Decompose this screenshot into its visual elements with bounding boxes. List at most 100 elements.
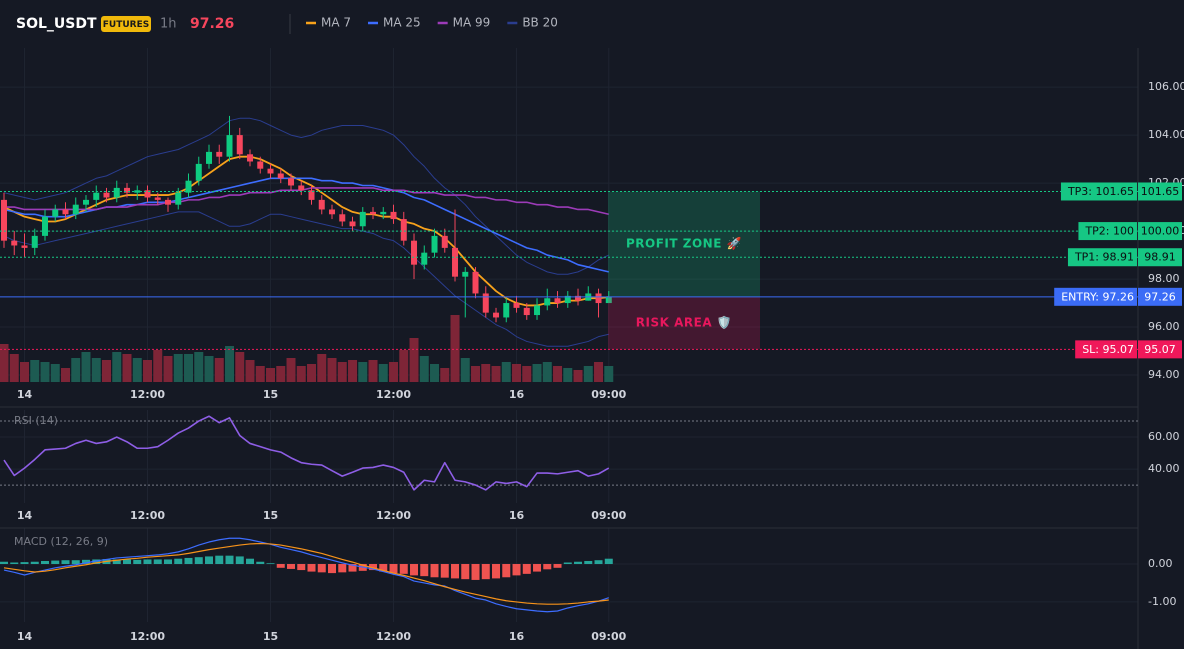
volume-bar [286, 358, 296, 382]
candle-body [247, 154, 254, 162]
volume-bar [225, 346, 235, 382]
candle-body [482, 293, 489, 313]
macd-histogram-bar [0, 561, 8, 565]
candle-body [21, 245, 28, 248]
y-tick-label: 104.00 [1148, 128, 1184, 141]
candle-body [431, 235, 438, 253]
volume-bar [327, 358, 337, 382]
level-label-tag [1054, 287, 1137, 306]
zone-label: PROFIT ZONE 🚀 [626, 237, 742, 251]
volume-bar [594, 362, 604, 382]
candle-body [349, 221, 356, 227]
volume-bar [317, 354, 327, 382]
candle-body [472, 271, 479, 294]
level-tag [1138, 248, 1182, 267]
macd-histogram-bar [512, 564, 521, 576]
x-tick-label: 12:00 [130, 509, 165, 522]
level-label: TP1: 98.91 [1074, 251, 1134, 264]
volume-bar [532, 364, 542, 382]
macd-histogram-bar [71, 560, 80, 565]
volume-bar [102, 360, 112, 382]
candle-body [113, 187, 120, 198]
volume-bar [173, 354, 183, 382]
candle-body [93, 192, 100, 200]
macd-histogram-bar [481, 564, 490, 580]
volume-bar [81, 352, 91, 382]
macd-histogram-bar [61, 560, 70, 565]
y-tick-label: 106.00 [1148, 80, 1184, 93]
macd-histogram-bar [492, 564, 501, 579]
level-label: SL: 95.07 [1082, 343, 1134, 356]
candle-body [339, 214, 346, 222]
legend-label: MA 7 [321, 16, 351, 30]
candle-body [318, 199, 325, 210]
candle-body [329, 209, 336, 215]
macd-line [3, 537, 609, 613]
candle-body [605, 296, 612, 304]
candle-body [390, 211, 397, 220]
candle-body [175, 192, 182, 205]
moving-average [3, 155, 609, 307]
macd-histogram-bar [410, 564, 419, 576]
volume-bar [184, 354, 194, 382]
level-tag [1138, 287, 1182, 306]
legend: MA 7 MA 25 MA 99 BB 20 [306, 16, 558, 30]
pane-title: MACD (12, 26, 9) [14, 535, 108, 548]
volume-bar [61, 368, 71, 382]
level-tag [1138, 182, 1182, 201]
macd-histogram-bar [194, 557, 203, 565]
x-tick-label: 16 [509, 388, 525, 401]
macd-histogram-bar [266, 563, 275, 565]
x-tick-label: 09:00 [591, 630, 626, 643]
level-label: ENTRY: 97.26 [1061, 290, 1134, 303]
volume-bar [0, 344, 9, 382]
macd-histogram-bar [143, 559, 152, 565]
x-tick-label: 15 [263, 388, 278, 401]
macd-histogram-bar [133, 559, 142, 565]
header: SOL_USDT FUTURES 1h 97.26 MA 7 MA 25 MA 99… [16, 14, 558, 34]
interval: 1h [160, 17, 177, 32]
macd-histogram-bar [440, 564, 449, 578]
volume-bar [563, 368, 573, 382]
volume-bar [419, 356, 429, 382]
y-tick-label: 94.00 [1148, 368, 1180, 381]
candle-body [534, 305, 541, 316]
candle-body [52, 209, 59, 217]
macd-histogram-bar [522, 564, 531, 574]
macd-histogram-bar [40, 560, 49, 565]
macd-histogram-bar [594, 560, 603, 565]
x-tick-label: 14 [17, 630, 33, 643]
macd-histogram-bar [82, 559, 91, 565]
volume-bar [296, 366, 306, 382]
volume-bar [163, 356, 173, 382]
macd-histogram-bar [276, 564, 285, 568]
x-tick-label: 15 [263, 509, 278, 522]
volume-bar [481, 364, 491, 382]
macd-histogram-bar [379, 564, 388, 572]
volume-bar [235, 352, 245, 382]
candle-body [298, 185, 305, 191]
macd-histogram-bar [205, 556, 214, 565]
volume-bar [399, 350, 409, 382]
candle-body [380, 211, 387, 215]
macd-histogram-bar [420, 564, 429, 577]
legend-label: MA 25 [383, 16, 421, 30]
candle-body [226, 135, 233, 157]
candle-body [83, 199, 90, 205]
candle-body [421, 252, 428, 265]
volume-bar [153, 350, 163, 382]
macd-histogram-bar [297, 564, 306, 571]
volume-bar [378, 364, 388, 382]
candle-body [554, 298, 561, 304]
candle-body [595, 293, 602, 304]
x-tick-label: 12:00 [376, 509, 411, 522]
macd-histogram-bar [553, 564, 562, 568]
candle-body [0, 199, 7, 241]
macd-histogram-bar [338, 564, 347, 573]
x-tick-label: 14 [17, 509, 33, 522]
volume-bar [430, 364, 440, 382]
macd-histogram-bar [215, 555, 224, 565]
candle-body [503, 303, 510, 318]
volume-bar [491, 366, 501, 382]
